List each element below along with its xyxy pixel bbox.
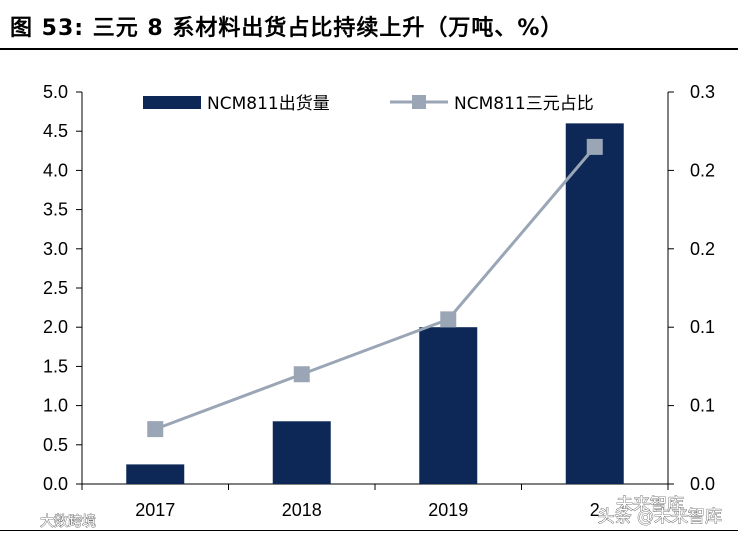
y-right-tick-label: 0.1 [690, 317, 715, 337]
line-point-2019 [440, 311, 457, 328]
bar-2019 [419, 327, 478, 484]
y-left-tick-label: 4.0 [43, 160, 68, 180]
watermark-bottom-right: 头条 @未来智库 [598, 507, 722, 527]
y-right-tick-label: 0.2 [690, 160, 715, 180]
y-left-tick-label: 2.5 [43, 278, 68, 298]
y-right-tick-label: 0.1 [690, 396, 715, 416]
figure-title: 图 53: 三元 8 系材料出货占比持续上升（万吨、%） [10, 16, 564, 41]
line-point-2020 [586, 138, 603, 155]
axes: 0.0 0.5 1.0 1.5 2.0 2.5 3.0 3.5 4.0 4.5 5.0 0.0 0.1 0… [43, 82, 715, 520]
bar-2020 [565, 123, 624, 485]
y-left-tick-label: 3.0 [43, 239, 68, 259]
legend-line-marker [412, 95, 426, 109]
y-left-tick-label: 0.5 [43, 435, 68, 455]
line-point-2018 [293, 366, 310, 383]
legend-line-label: NCM811三元占比 [454, 94, 594, 114]
share-line [154, 145, 596, 431]
y-right-tick-label: 0.0 [690, 474, 715, 494]
watermark-top: 未来智库 [616, 495, 684, 515]
x-tick-label: 2019 [428, 500, 468, 520]
x-tick-label: 2 [590, 500, 600, 520]
y-left-tick-label: 3.5 [43, 200, 68, 220]
bar-2017 [126, 464, 185, 484]
title-bar: 图 53: 三元 8 系材料出货占比持续上升（万吨、%） [0, 0, 738, 50]
legend-bar-swatch [143, 96, 201, 109]
y-left-tick-label: 1.5 [43, 356, 68, 376]
y-right-tick-label: 0.3 [690, 82, 715, 102]
y-right-tick-label: 0.2 [690, 239, 715, 259]
y-left-tick-label: 0.0 [43, 474, 68, 494]
x-tick-label: 2017 [135, 500, 175, 520]
bar-series [126, 123, 624, 485]
line-series [147, 138, 603, 438]
bar-2018 [272, 421, 331, 484]
watermark-bottom-left: 大数跨境 [40, 514, 96, 530]
y-left-tick-label: 1.0 [43, 396, 68, 416]
legend-bar-label: NCM811出货量 [207, 94, 330, 114]
legend: NCM811出货量 NCM811三元占比 [143, 94, 594, 114]
line-point-2017 [147, 421, 164, 438]
y-left-tick-label: 4.5 [43, 121, 68, 141]
title-rule [0, 48, 738, 50]
y-left-tick-label: 5.0 [43, 82, 68, 102]
x-tick-label: 2018 [282, 500, 322, 520]
bottom-rule [0, 530, 738, 531]
y-left-tick-label: 2.0 [43, 317, 68, 337]
